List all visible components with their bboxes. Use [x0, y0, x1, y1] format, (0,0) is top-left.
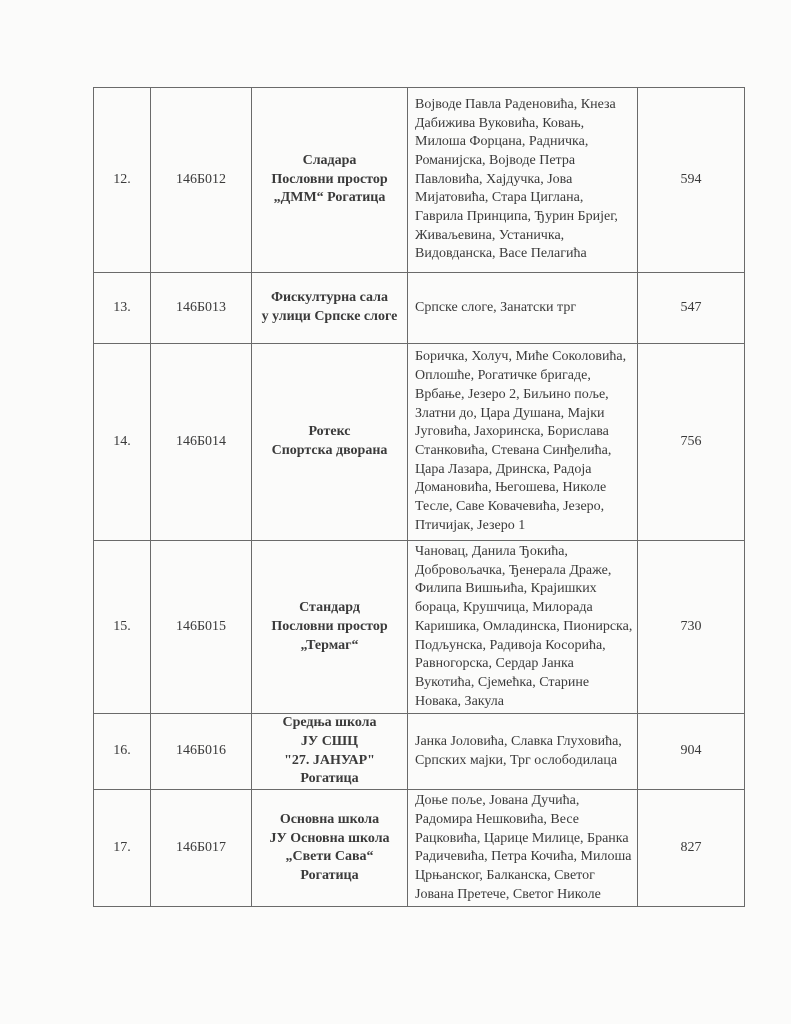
location-line: у улици Српске слоге [261, 309, 398, 324]
streets-list: Јанка Јоловића, Славка Глуховића, Српски… [407, 713, 638, 791]
location-line: ЈУ Основна школа [269, 830, 390, 846]
voter-count: 730 [637, 539, 745, 715]
station-location: Фискултурна сала у улици Српске слоге [251, 272, 408, 344]
streets-list: Војводе Павла Раденовића, Кнеза Дабижива… [407, 87, 638, 273]
location-line: Стандард [299, 600, 360, 616]
location-line: Пословни простор [271, 618, 388, 634]
station-location: Средња школа ЈУ СШЦ "27. ЈАНУАР" Рогатица [251, 713, 408, 791]
table-row: 12. 146Б012 Сладара Пословни простор „ДММ“ Р… [93, 87, 745, 273]
table-row: 15. 146Б015 Стандард Пословни простор „Терма… [93, 539, 745, 715]
streets-list: Чановац, Данила Ђокића, Добровољачка, Ђе… [407, 539, 638, 715]
location-line: „Термаг“ [300, 637, 359, 653]
row-number: 17. [93, 789, 151, 908]
table-row: 16. 146Б016 Средња школа ЈУ СШЦ "27. ЈАНУАР"… [93, 713, 745, 791]
table-row: 13. 146Б013 Фискултурна сала у улици Српске… [93, 272, 745, 344]
polling-stations-table: 12. 146Б012 Сладара Пословни простор „ДММ“ Р… [93, 87, 745, 908]
row-number: 15. [93, 539, 151, 715]
streets-list: Боричка, Холуч, Миће Соколовића, Оплошће… [407, 343, 638, 541]
station-code: 146Б015 [150, 539, 252, 715]
location-line: "27. ЈАНУАР" [284, 752, 375, 768]
voter-count: 594 [637, 87, 745, 273]
station-location: Основна школа ЈУ Основна школа „Свети Сава… [251, 789, 408, 908]
location-line: Основна школа [279, 811, 380, 827]
station-code: 146Б014 [150, 343, 252, 541]
station-code: 146Б012 [150, 87, 252, 273]
station-location: Ротекс Спортска дворана [251, 343, 408, 541]
location-line: ЈУ СШЦ [300, 734, 359, 750]
location-line: Средња школа [282, 715, 377, 731]
voter-count: 904 [637, 713, 745, 791]
location-line: „ДММ“ Рогатица [273, 190, 386, 206]
station-code: 146Б016 [150, 713, 252, 791]
location-line: „Свети Сава“ [285, 849, 374, 865]
streets-list: Српске слоге, Занатски трг [407, 272, 638, 344]
voter-count: 547 [637, 272, 745, 344]
location-line: Спортска дворана [271, 443, 388, 458]
location-line: Сладара [302, 152, 357, 168]
voter-count: 756 [637, 343, 745, 541]
station-location: Сладара Пословни простор „ДММ“ Рогатица [251, 87, 408, 273]
row-number: 16. [93, 713, 151, 791]
row-number: 14. [93, 343, 151, 541]
location-line: Пословни простор [271, 171, 388, 187]
station-location: Стандард Пословни простор „Термаг“ [251, 539, 408, 715]
location-line: Ротекс [308, 424, 351, 440]
location-line: Рогатица [300, 867, 359, 883]
row-number: 12. [93, 87, 151, 273]
streets-list: Доње поље, Јована Дучића, Радомира Нешко… [407, 789, 638, 908]
voter-count: 827 [637, 789, 745, 908]
table-row: 17. 146Б017 Основна школа ЈУ Основна школа „… [93, 789, 745, 908]
station-code: 146Б017 [150, 789, 252, 908]
table-row: 14. 146Б014 Ротекс Спортска дворана Боричка,… [93, 343, 745, 541]
row-number: 13. [93, 272, 151, 344]
location-line: Фискултурна сала [270, 290, 389, 306]
station-code: 146Б013 [150, 272, 252, 344]
location-line: Рогатица [300, 771, 359, 787]
